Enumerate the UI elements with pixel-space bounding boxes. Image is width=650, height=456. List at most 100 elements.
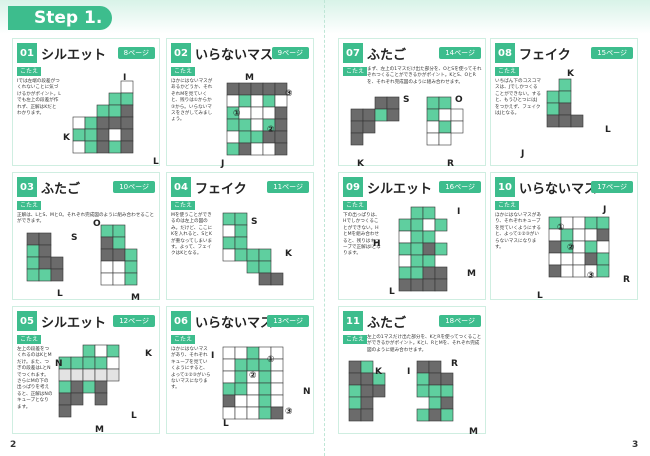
cube-cell xyxy=(596,252,610,266)
cube-cell xyxy=(348,408,362,422)
cube-cell xyxy=(360,396,374,410)
cube-cell xyxy=(238,82,252,96)
cube-cell xyxy=(26,268,40,282)
cube-cell xyxy=(584,216,598,230)
cube-cell xyxy=(548,240,562,254)
panel-number: 05 xyxy=(17,311,37,331)
piece-label: O xyxy=(455,95,463,105)
cube-cell xyxy=(94,380,108,394)
cube-cell xyxy=(258,406,272,420)
answer-tag: こたえ xyxy=(171,67,196,76)
cube-cell xyxy=(398,266,412,280)
piece-label: ② xyxy=(249,371,257,381)
cube-cell xyxy=(434,242,448,256)
cube-cell xyxy=(348,360,362,374)
cube-cell xyxy=(546,90,560,104)
piece-label: ② xyxy=(567,243,575,253)
cube-cell xyxy=(434,278,448,292)
cube-cell xyxy=(428,372,442,386)
cube-cell xyxy=(398,278,412,292)
cube-cell xyxy=(422,206,436,220)
cube-cell xyxy=(434,266,448,280)
cube-cell xyxy=(360,372,374,386)
cube-cell xyxy=(350,132,364,146)
cube-cell xyxy=(270,272,284,286)
cube-cell xyxy=(120,104,134,118)
cube-cell xyxy=(374,108,388,122)
cube-cell xyxy=(350,108,364,122)
puzzle-diagram xyxy=(348,360,454,422)
cube-cell xyxy=(438,132,452,146)
piece-label: S xyxy=(403,95,410,105)
panel-number: 11 xyxy=(343,311,363,331)
page-ref: 16ページ xyxy=(439,181,481,193)
panel-title: シルエット xyxy=(367,182,433,197)
cube-cell xyxy=(348,372,362,386)
cube-cell xyxy=(58,368,72,382)
panel-title: フェイク xyxy=(519,48,571,63)
piece-label: I xyxy=(211,351,215,361)
piece-label: I xyxy=(123,73,127,83)
cube-cell xyxy=(398,218,412,232)
cube-cell xyxy=(274,130,288,144)
answer-text: いちばん下のコスコマスは、Jでしかつくることができない。すると、もうひとつにはJ… xyxy=(495,79,541,117)
cube-cell xyxy=(258,272,272,286)
cube-cell xyxy=(100,248,114,262)
answer-panel: 08 フェイク 15ページ こたえ いちばん下のコスコマスは、Jでしかつくることができな… xyxy=(490,38,638,166)
cube-cell xyxy=(94,344,108,358)
cube-cell xyxy=(596,216,610,230)
cube-cell xyxy=(250,82,264,96)
answer-text: 左上の段差をつくれるのはKとMだけ。また、つぎの段差はLとNでつくれます。さらに… xyxy=(17,347,53,410)
cube-cell xyxy=(426,132,440,146)
panel-number: 01 xyxy=(17,43,37,63)
cube-cell xyxy=(26,244,40,258)
cube-cell xyxy=(386,96,400,110)
cube-cell xyxy=(558,90,572,104)
puzzle-diagram xyxy=(222,346,284,420)
cube-cell xyxy=(108,92,122,106)
cube-cell xyxy=(416,384,430,398)
answer-text: まず、左上の1マスだけ出た部分を、OとSを使ってそれぞれつくることができるかがポ… xyxy=(367,67,482,85)
cube-cell xyxy=(70,380,84,394)
cube-cell xyxy=(558,102,572,116)
puzzle-diagram xyxy=(58,344,120,418)
cube-cell xyxy=(434,218,448,232)
cube-cell xyxy=(108,140,122,154)
piece-label: R xyxy=(447,159,454,169)
cube-cell xyxy=(112,224,126,238)
puzzle-diagram xyxy=(226,82,288,156)
cube-cell xyxy=(250,142,264,156)
piece-label: L xyxy=(389,287,395,297)
cube-cell xyxy=(234,394,248,408)
cube-cell xyxy=(262,142,276,156)
cube-cell xyxy=(222,236,236,250)
cube-cell xyxy=(106,344,120,358)
piece-label: L xyxy=(57,289,63,299)
cube-cell xyxy=(58,380,72,394)
cube-cell xyxy=(572,252,586,266)
cube-cell xyxy=(572,264,586,278)
answer-panel: 01 シルエット 8ページ こたえ Iでは左端の段差がつくれないことに気づけるかがポイン… xyxy=(12,38,160,167)
cube-cell xyxy=(250,106,264,120)
cube-cell xyxy=(548,264,562,278)
cube-cell xyxy=(82,344,96,358)
cube-cell xyxy=(422,266,436,280)
answer-tag: こたえ xyxy=(171,335,196,344)
cube-cell xyxy=(106,356,120,370)
answer-tag: こたえ xyxy=(495,201,520,210)
cube-cell xyxy=(246,248,260,262)
cube-cell xyxy=(584,228,598,242)
piece-label: L xyxy=(223,419,229,429)
panel-number: 08 xyxy=(495,43,515,63)
cube-cell xyxy=(96,128,110,142)
answer-panel: 11 ふたご 18ページ こたえ 左上の1マスだけ出た部分を、KとRを使ってつくることが… xyxy=(338,306,486,437)
cube-cell xyxy=(372,384,386,398)
piece-label: L xyxy=(131,411,137,421)
panel-title: フェイク xyxy=(195,182,247,197)
cube-cell xyxy=(112,236,126,250)
cube-cell xyxy=(246,382,260,396)
page-ref: 10ページ xyxy=(113,181,155,193)
cube-cell xyxy=(84,116,98,130)
cube-cell xyxy=(120,116,134,130)
